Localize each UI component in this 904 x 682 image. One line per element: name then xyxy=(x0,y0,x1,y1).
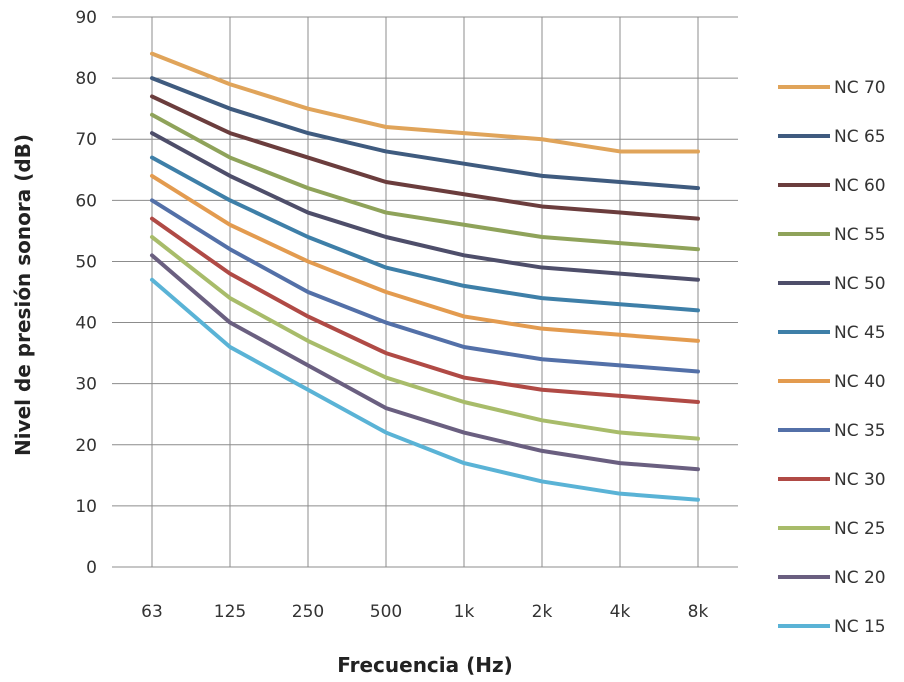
x-tick-label-125: 125 xyxy=(214,602,246,622)
y-tick-label-30: 30 xyxy=(75,375,97,395)
y-axis-title: Nivel de presión sonora (dB) xyxy=(11,134,35,456)
legend-label-nc-30: NC 30 xyxy=(834,470,886,490)
series-line-nc-45 xyxy=(150,155,700,313)
legend-label-nc-55: NC 55 xyxy=(834,225,886,245)
series-lines xyxy=(150,51,700,502)
y-tick-label-10: 10 xyxy=(75,497,97,517)
series-line-nc-65 xyxy=(150,76,700,191)
legend-label-nc-40: NC 40 xyxy=(834,372,886,392)
legend-label-nc-45: NC 45 xyxy=(834,323,886,343)
series-line-nc-20 xyxy=(150,253,700,472)
series-line-nc-40 xyxy=(150,173,700,343)
x-tick-label-4k: 4k xyxy=(610,602,631,622)
series-line-nc-15 xyxy=(150,277,700,502)
x-axis-tick-labels: 63 125 250 500 1k 2k 4k 8k xyxy=(141,602,708,622)
y-tick-label-80: 80 xyxy=(75,69,97,89)
series-line-nc-60 xyxy=(150,94,700,221)
x-tick-label-8k: 8k xyxy=(688,602,709,622)
series-line-nc-70 xyxy=(150,51,700,154)
y-tick-label-50: 50 xyxy=(75,252,97,272)
legend-label-nc-70: NC 70 xyxy=(834,78,886,98)
y-axis-tick-labels: 0 10 20 30 40 50 60 70 80 90 xyxy=(75,8,97,578)
series-line-nc-35 xyxy=(150,198,700,374)
legend-label-nc-65: NC 65 xyxy=(834,127,886,147)
x-tick-label-2k: 2k xyxy=(532,602,553,622)
y-tick-label-0: 0 xyxy=(86,558,97,578)
series-line-nc-25 xyxy=(150,235,700,441)
y-tick-label-20: 20 xyxy=(75,436,97,456)
y-tick-label-90: 90 xyxy=(75,8,97,28)
legend: NC 70 NC 65 NC 60 NC 55 NC 50 NC 45 NC 40 NC 35… xyxy=(778,78,886,637)
x-tick-label-1k: 1k xyxy=(454,602,475,622)
legend-label-nc-35: NC 35 xyxy=(834,421,886,441)
series-line-nc-55 xyxy=(150,112,700,252)
x-tick-label-250: 250 xyxy=(292,602,324,622)
y-tick-label-70: 70 xyxy=(75,130,97,150)
legend-label-nc-15: NC 15 xyxy=(834,617,886,637)
y-tick-label-40: 40 xyxy=(75,314,97,334)
x-axis-title: Frecuencia (Hz) xyxy=(337,653,513,677)
legend-label-nc-60: NC 60 xyxy=(834,176,886,196)
legend-label-nc-50: NC 50 xyxy=(834,274,886,294)
legend-label-nc-20: NC 20 xyxy=(834,568,886,588)
legend-label-nc-25: NC 25 xyxy=(834,519,886,539)
x-tick-label-500: 500 xyxy=(370,602,402,622)
series-line-nc-30 xyxy=(150,216,700,404)
y-tick-label-60: 60 xyxy=(75,191,97,211)
series-line-nc-50 xyxy=(150,131,700,282)
x-tick-label-63: 63 xyxy=(141,602,163,622)
